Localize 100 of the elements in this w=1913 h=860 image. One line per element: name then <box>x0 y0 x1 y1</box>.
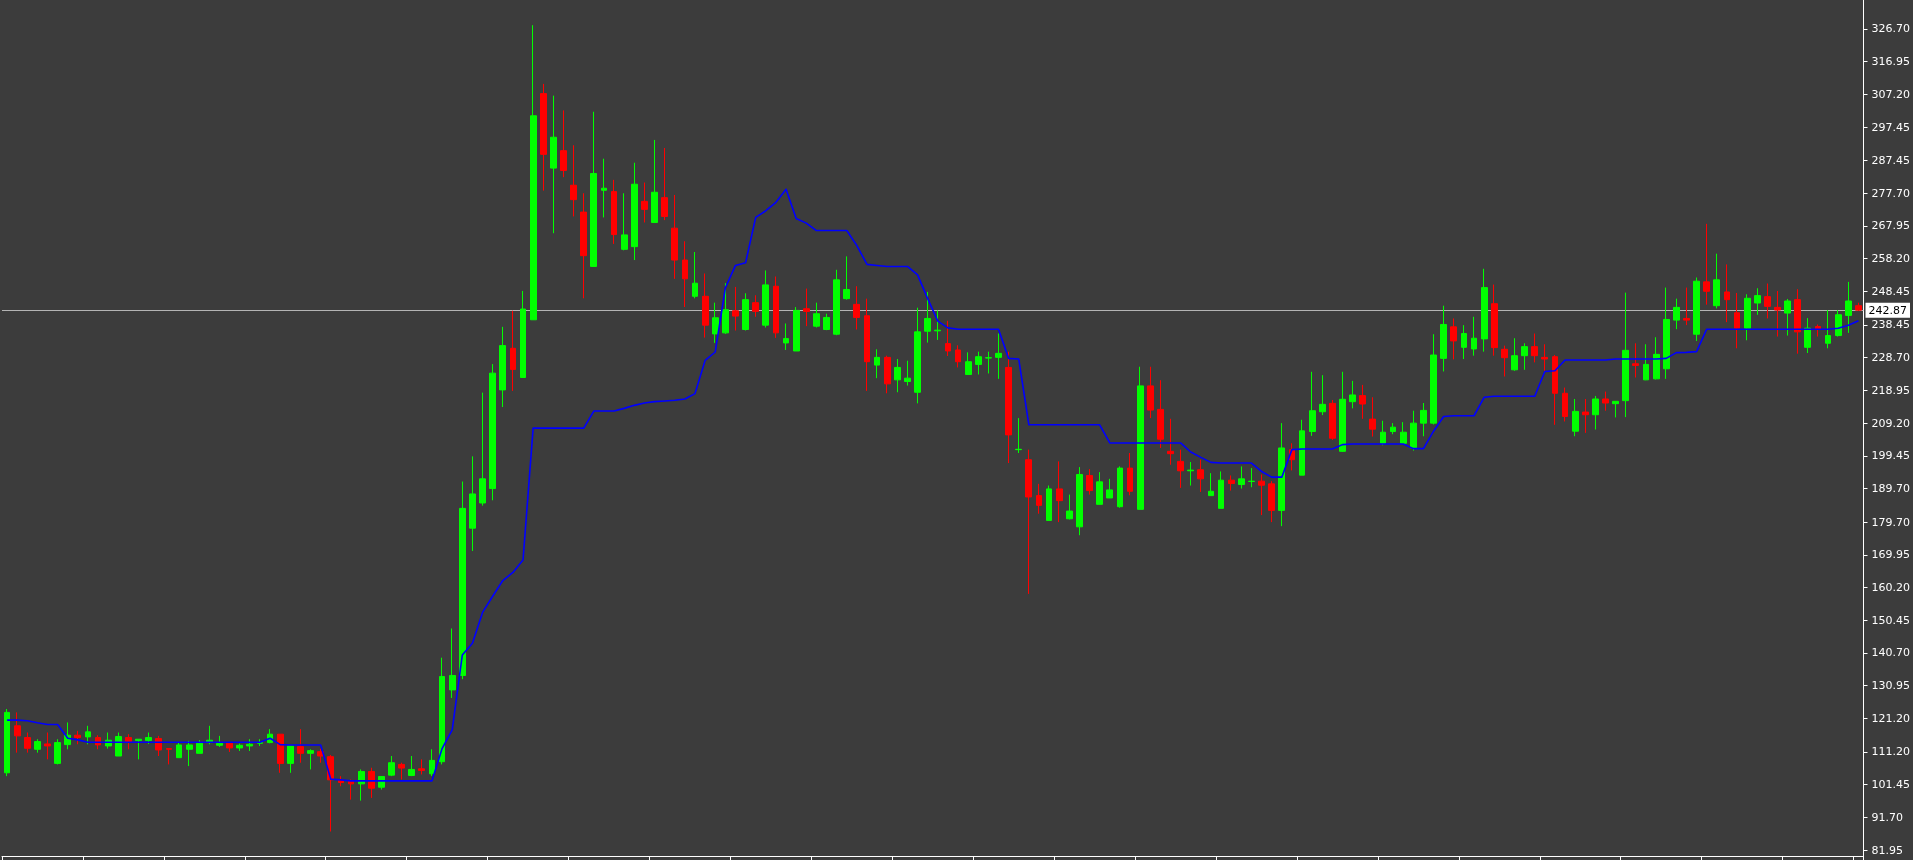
candlestick <box>1764 283 1771 319</box>
y-tick-label: 179.70 <box>1871 515 1911 529</box>
candlestick <box>1228 474 1235 492</box>
y-tick-label: 287.45 <box>1871 154 1911 168</box>
candlestick <box>1056 460 1063 523</box>
candlestick <box>176 742 182 759</box>
candlestick <box>1268 480 1275 523</box>
candlestick <box>904 360 911 387</box>
candlestick <box>307 748 314 770</box>
candlestick <box>924 291 931 344</box>
candlestick <box>853 285 860 331</box>
candlestick <box>1390 422 1396 435</box>
candlestick <box>540 83 547 192</box>
y-tick-label: 297.45 <box>1871 120 1911 134</box>
candlestick <box>1309 371 1316 437</box>
candlestick <box>752 294 759 318</box>
candlestick <box>1218 470 1224 509</box>
y-tick-label: 150.45 <box>1871 613 1911 627</box>
candlestick <box>570 144 577 217</box>
candlestick <box>388 755 395 777</box>
y-tick-label: 199.45 <box>1871 449 1911 463</box>
candlestick <box>1643 343 1649 381</box>
candlestick <box>1663 287 1670 380</box>
candlestick <box>934 309 941 341</box>
candlestick <box>479 392 486 507</box>
candlestick <box>1369 396 1376 438</box>
candlestick <box>1804 317 1811 354</box>
ref-line-label: 242.87 <box>1868 303 1908 317</box>
candlestick <box>641 182 648 223</box>
candlestick <box>965 351 972 375</box>
candlestick <box>1127 452 1133 496</box>
candlestick <box>1471 316 1477 357</box>
y-tick-label: 267.95 <box>1871 219 1911 233</box>
candlestick <box>530 24 537 321</box>
candlestick <box>34 738 41 754</box>
candlestick <box>1703 223 1710 306</box>
candlestick <box>1653 336 1660 381</box>
candlestick <box>1481 268 1488 353</box>
candlestick <box>843 255 850 301</box>
candlestick <box>692 251 698 299</box>
candlestick <box>246 738 253 752</box>
candlestick <box>1673 298 1680 330</box>
candlestick <box>1683 287 1690 326</box>
y-tick-label: 140.70 <box>1871 646 1911 660</box>
candlestick <box>1339 371 1346 453</box>
candlestick <box>14 711 21 754</box>
y-tick-label: 238.45 <box>1871 318 1911 332</box>
candlestick <box>1582 398 1589 434</box>
candlestick <box>1015 417 1022 454</box>
candlestick <box>1096 471 1103 505</box>
candlestick <box>1187 461 1194 487</box>
candlestick <box>1825 309 1831 349</box>
candlestick <box>1137 366 1144 510</box>
y-tick-label: 228.70 <box>1871 351 1911 365</box>
candlestick <box>833 269 840 336</box>
line-series <box>6 188 1860 782</box>
candlestick <box>914 307 921 404</box>
candlestick <box>732 286 739 332</box>
candlestick <box>1147 366 1154 419</box>
candlestick <box>1774 290 1781 338</box>
candlestick <box>803 288 810 327</box>
y-tick-label: 218.95 <box>1871 383 1911 397</box>
candlestick <box>580 192 587 299</box>
candlestick <box>773 276 779 339</box>
y-tick-label: 160.20 <box>1871 581 1911 595</box>
candlestick <box>277 733 284 774</box>
y-tick-label: 81.95 <box>1871 843 1904 857</box>
candlestick <box>1572 398 1579 437</box>
candlestick <box>621 192 628 251</box>
candlestick <box>671 194 678 280</box>
candlestick <box>1278 422 1285 527</box>
candlestick <box>1562 387 1568 422</box>
candlestick <box>1197 459 1204 493</box>
candlestick <box>1157 379 1164 449</box>
candlestick <box>74 730 81 745</box>
candlestick <box>429 748 435 777</box>
candlestick <box>145 732 152 745</box>
candlestick <box>1410 410 1417 452</box>
candlestick <box>1400 421 1407 445</box>
candlestick <box>1461 324 1467 360</box>
candlestick <box>166 747 172 765</box>
candlestick <box>631 162 638 261</box>
y-tick-label: 258.20 <box>1871 252 1911 266</box>
candlestick <box>1106 478 1113 499</box>
candlestick <box>44 732 51 760</box>
candlestick <box>1491 284 1498 357</box>
candlestick <box>894 358 901 393</box>
candlestick <box>1754 287 1761 316</box>
y-tick-label: 277.70 <box>1871 186 1911 200</box>
candlestick <box>1248 467 1255 488</box>
candlestick <box>682 240 688 308</box>
candlestick <box>186 740 193 767</box>
candlestick <box>1025 449 1032 595</box>
y-tick-label: 121.20 <box>1871 711 1911 725</box>
candlestick <box>702 272 709 339</box>
candlestick <box>1521 342 1528 371</box>
candlestick <box>1117 465 1123 509</box>
candlestick <box>1632 342 1639 378</box>
candlestick <box>489 363 496 501</box>
candlestick <box>712 302 719 344</box>
